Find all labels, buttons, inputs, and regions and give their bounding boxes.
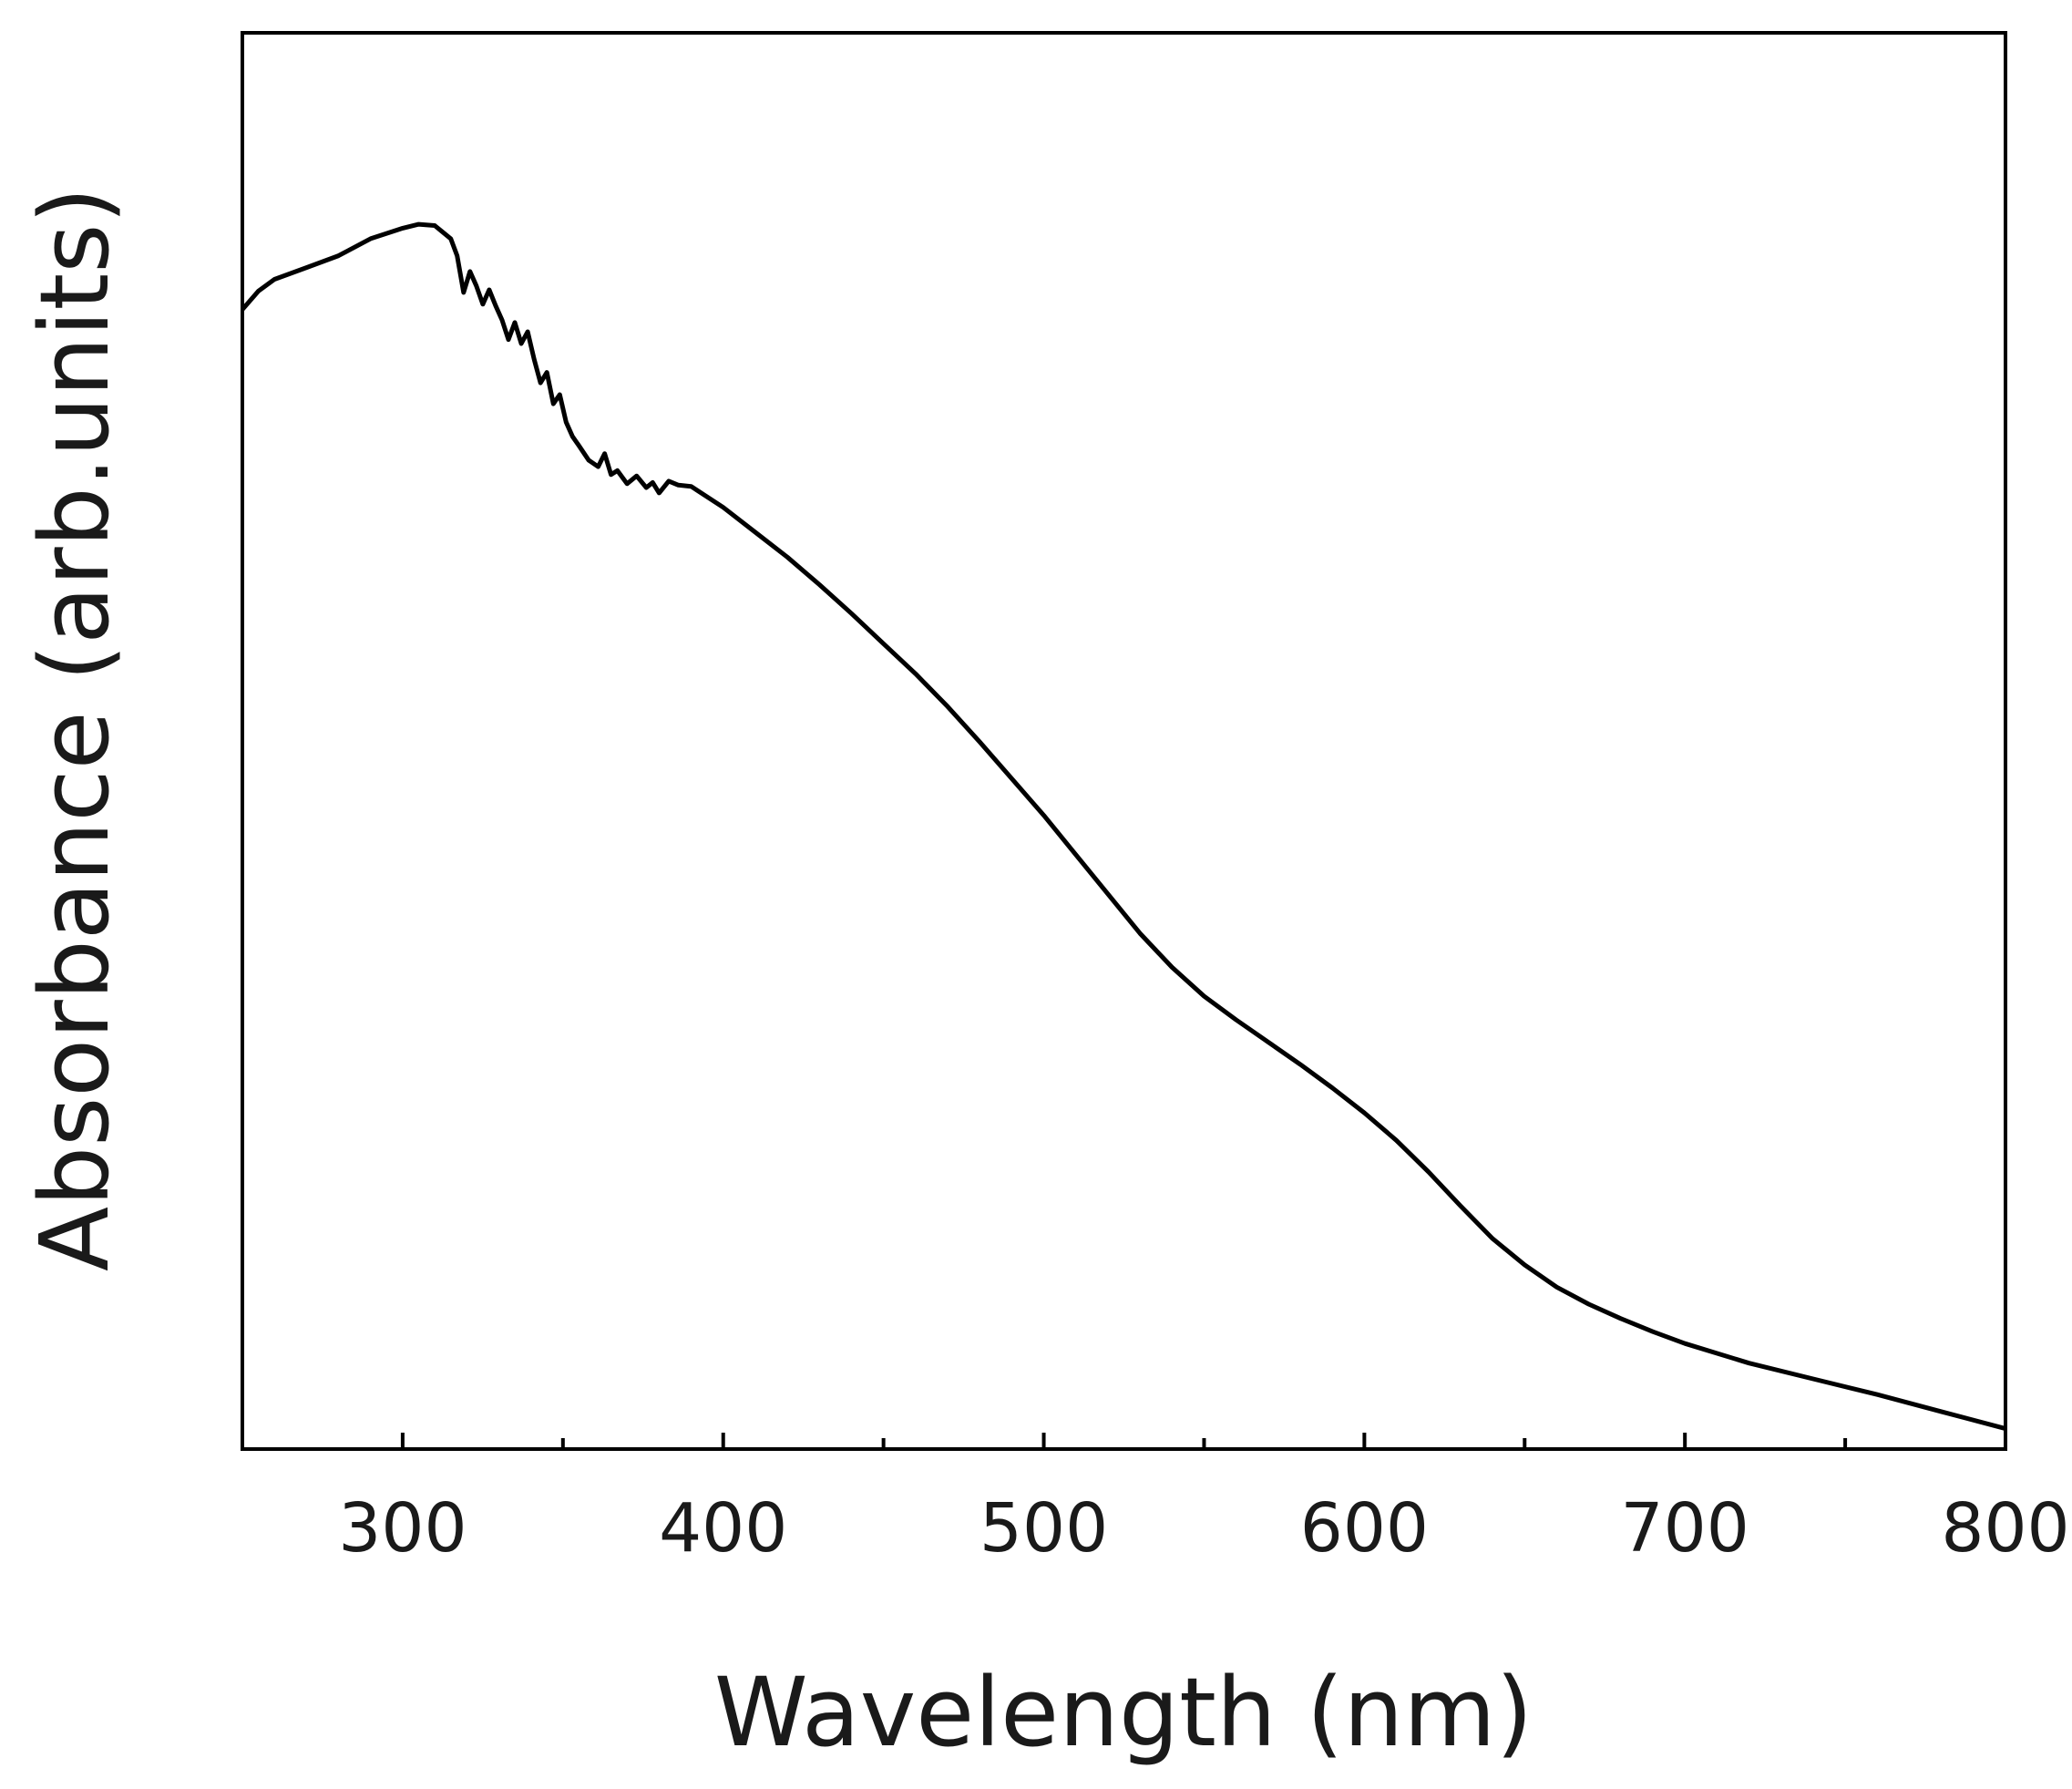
x-tick-label-600: 600 xyxy=(1300,1489,1429,1568)
x-axis-tick-labels: 300 400 500 600 700 800 xyxy=(338,1489,2069,1568)
x-tick-label-500: 500 xyxy=(980,1489,1108,1568)
y-axis-title: Absorbance (arb.units) xyxy=(19,187,130,1271)
x-tick-label-300: 300 xyxy=(338,1489,467,1568)
x-tick-label-700: 700 xyxy=(1621,1489,1749,1568)
absorbance-series-line xyxy=(241,221,2006,1432)
x-tick-label-400: 400 xyxy=(659,1489,787,1568)
x-tick-label-800: 800 xyxy=(1941,1489,2069,1568)
x-axis-ticks xyxy=(400,1433,2007,1449)
plot-frame xyxy=(241,31,2007,1451)
x-axis-title: Wavelength (nm) xyxy=(714,1657,1533,1768)
